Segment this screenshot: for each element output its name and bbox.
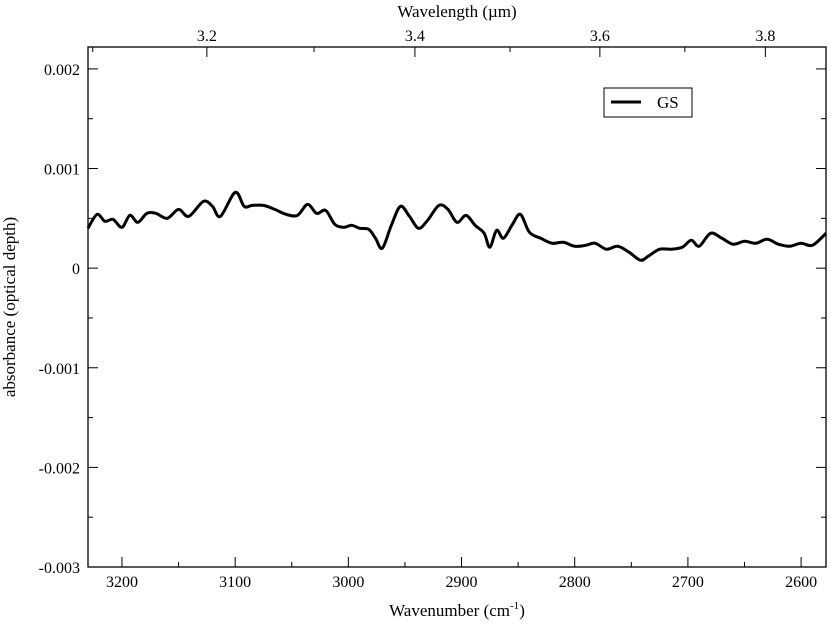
y-tick-label: -0.003 [39, 560, 80, 577]
x-top-tick-label: 3.4 [405, 28, 425, 45]
x-bottom-axis-title: Wavenumber (cm-1) [389, 600, 525, 620]
x-bottom-tick-label: 2700 [672, 574, 704, 591]
x-bottom-axis-title-superscript: -1 [510, 600, 519, 612]
legend-label-gs: GS [657, 93, 679, 112]
y-tick-label: -0.002 [39, 460, 80, 477]
series-layer [86, 190, 828, 262]
series-line-gs [86, 190, 828, 262]
x-bottom-tick-label: 3000 [332, 574, 364, 591]
y-axis-title: absorbance (optical depth) [0, 217, 19, 397]
bottom-axis-ticks: 3200 3100 3000 2900 2800 2700 2600 [106, 557, 817, 591]
y-axis-ticks: 0.002 0.001 0 -0.001 -0.002 -0.003 [39, 62, 826, 577]
plot-frame [87, 46, 827, 568]
x-bottom-axis-title-main: Wavenumber (cm [389, 601, 510, 620]
y-tick-label: -0.001 [39, 361, 80, 378]
top-axis-ticks: 33.23.43.63.8 [92, 28, 775, 57]
x-bottom-tick-label: 2600 [785, 574, 817, 591]
x-top-tick-label: 3.8 [755, 28, 775, 45]
x-bottom-tick-label: 3100 [219, 574, 251, 591]
x-bottom-tick-label: 2900 [446, 574, 478, 591]
x-bottom-tick-label: 2800 [559, 574, 591, 591]
x-bottom-axis-title-close: ) [519, 601, 525, 620]
y-tick-label: 0.001 [44, 162, 80, 179]
x-bottom-tick-label: 3200 [106, 574, 138, 591]
x-top-axis-title: Wavelength (µm) [397, 2, 516, 21]
y-tick-label: 0.002 [44, 62, 80, 79]
x-top-tick-label: 3.6 [590, 28, 610, 45]
y-tick-label: 0 [72, 261, 80, 278]
x-top-tick-label: 3.2 [197, 28, 217, 45]
legend: GS [603, 87, 693, 118]
